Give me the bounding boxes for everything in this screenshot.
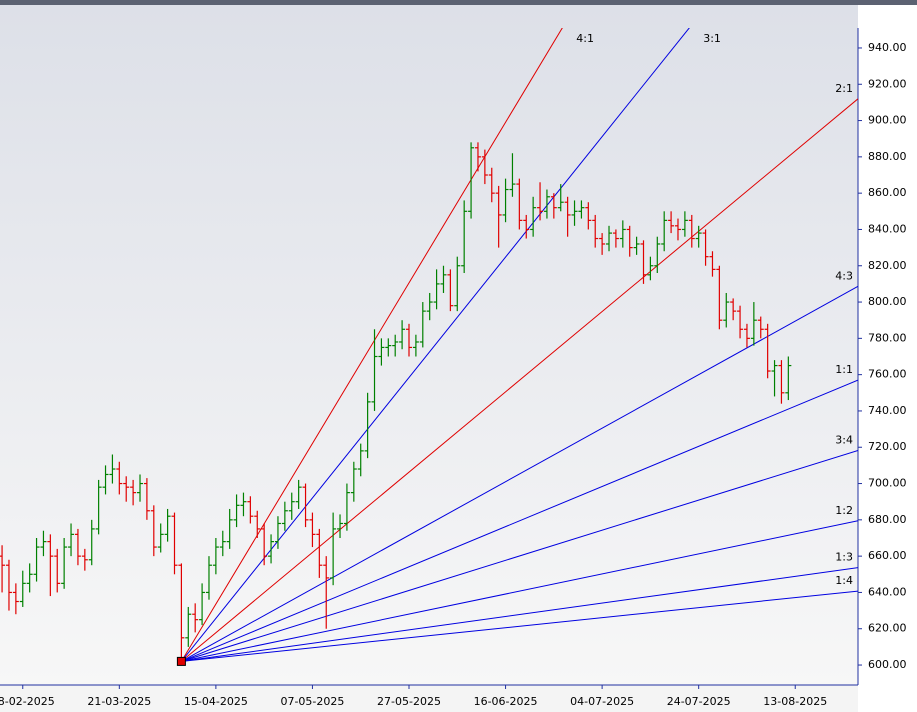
fan-label: 4:1	[576, 32, 594, 45]
fan-line	[181, 285, 858, 662]
fan-label: 1:3	[835, 551, 853, 564]
fan-line	[181, 379, 858, 662]
x-tick-label: 07-05-2025	[280, 695, 344, 708]
fan-line	[181, 28, 690, 662]
y-tick-label: 740.00	[868, 404, 907, 417]
fan-line	[180, 28, 563, 662]
x-tick-label: 24-07-2025	[667, 695, 731, 708]
x-tick-label: 04-07-2025	[570, 695, 634, 708]
y-tick-label: 900.00	[868, 114, 907, 127]
x-tick-label: 21-03-2025	[87, 695, 151, 708]
plot-layer	[0, 28, 858, 662]
y-tick-label: 780.00	[868, 331, 907, 344]
fan-line	[181, 98, 858, 662]
plot-area	[0, 5, 858, 685]
x-tick-label: 16-06-2025	[474, 695, 538, 708]
fan-label: 1:1	[835, 363, 853, 376]
top-bar	[0, 0, 917, 5]
y-tick-label: 920.00	[868, 77, 907, 90]
fan-label: 4:3	[835, 269, 853, 282]
y-tick-label: 940.00	[868, 41, 907, 54]
y-tick-label: 660.00	[868, 549, 907, 562]
fan-line	[181, 567, 858, 662]
y-tick-label: 600.00	[868, 658, 907, 671]
x-tick-label: 15-04-2025	[184, 695, 248, 708]
x-tick-label: 28-02-2025	[0, 695, 55, 708]
y-tick-label: 700.00	[868, 477, 907, 490]
fan-label: 3:4	[835, 433, 853, 446]
y-tick-label: 640.00	[868, 585, 907, 598]
y-tick-label: 860.00	[868, 186, 907, 199]
fan-line	[181, 449, 858, 662]
fan-label: 1:4	[835, 574, 853, 587]
y-tick-label: 800.00	[868, 295, 907, 308]
fan-label: 1:2	[835, 504, 853, 517]
x-tick-label: 13-08-2025	[763, 695, 827, 708]
fan-line	[181, 520, 858, 662]
y-tick-label: 840.00	[868, 222, 907, 235]
y-axis-area	[858, 5, 917, 712]
x-tick-label: 27-05-2025	[377, 695, 441, 708]
fan-origin	[176, 656, 186, 666]
y-tick-label: 880.00	[868, 150, 907, 163]
fan-label: 2:1	[835, 82, 853, 95]
y-tick-label: 820.00	[868, 259, 907, 272]
fan-line	[181, 590, 858, 662]
y-tick-label: 620.00	[868, 622, 907, 635]
y-tick-label: 760.00	[868, 368, 907, 381]
y-tick-label: 720.00	[868, 440, 907, 453]
y-tick-label: 680.00	[868, 513, 907, 526]
fan-label: 3:1	[703, 32, 721, 45]
